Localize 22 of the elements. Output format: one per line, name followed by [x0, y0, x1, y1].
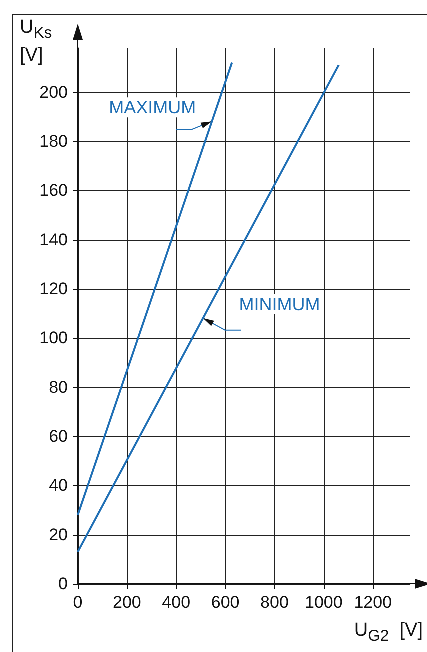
y-axis-title: U$_{Ks}$ [V] — [20, 17, 52, 67]
y-tick-label: 200 — [40, 82, 68, 102]
x-tick-label: 600 — [211, 593, 240, 612]
y-tick-label: 0 — [58, 574, 68, 594]
y-tick-label: 180 — [40, 132, 68, 151]
y-tick-label: 120 — [40, 279, 68, 298]
y-tick-label: 100 — [40, 328, 68, 348]
x-tick-label: 800 — [260, 593, 289, 612]
x-axis-title: U$_{G2}$ [V] — [354, 620, 423, 647]
y-tick-label: 80 — [49, 378, 68, 397]
y-tick-label: 20 — [49, 525, 68, 544]
y-tick-label: 40 — [49, 476, 68, 496]
x-tick-label: 200 — [113, 593, 142, 612]
series-label: MAXIMUM — [109, 98, 196, 118]
series-label: MINIMUM — [239, 294, 320, 314]
x-tick-label: 1000 — [305, 593, 343, 612]
y-tick-label: 60 — [49, 426, 68, 446]
y-tick-label: 160 — [40, 181, 68, 200]
x-tick-label: 1200 — [354, 593, 392, 612]
x-tick-label: 0 — [73, 593, 83, 612]
y-tick-label: 140 — [40, 230, 68, 250]
x-tick-label: 400 — [162, 593, 191, 612]
